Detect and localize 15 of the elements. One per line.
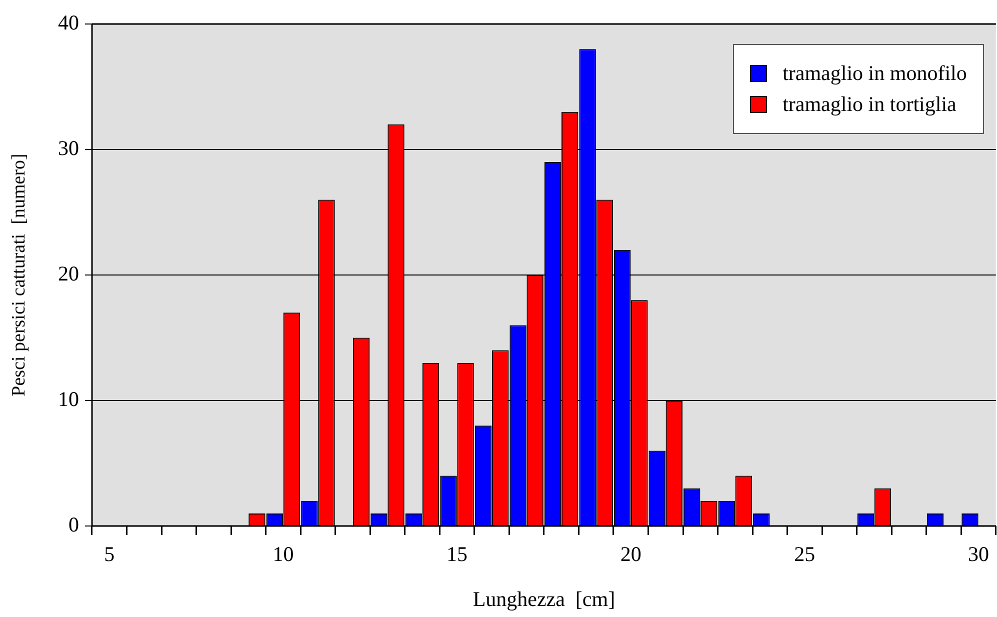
- y-tick-label: 10: [58, 387, 79, 412]
- x-axis-title: Lunghezza [cm]: [472, 586, 616, 611]
- y-tick-label: 30: [58, 136, 79, 160]
- legend-label: tramaglio in monofilo: [782, 61, 967, 86]
- x-tick-label: 20: [620, 542, 642, 566]
- x-tick-label: 5: [104, 542, 115, 566]
- x-tick-label: 30: [968, 542, 989, 566]
- y-tick-label: 20: [58, 262, 79, 286]
- y-tick-label: 40: [58, 10, 79, 35]
- y-tick-label: 0: [68, 512, 79, 537]
- x-tick-label: 25: [794, 542, 816, 566]
- legend-label: tramaglio in tortiglia: [782, 92, 956, 117]
- x-tick-label: 15: [446, 542, 468, 566]
- x-tick-label: 10: [272, 542, 294, 566]
- y-axis-title: Pesci persici catturati [numero]: [8, 154, 30, 396]
